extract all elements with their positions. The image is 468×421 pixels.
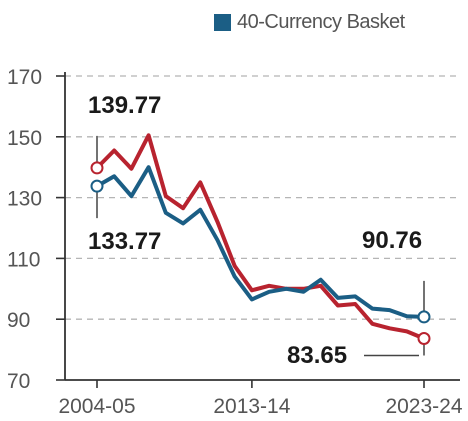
- series-line-0: [95, 165, 426, 319]
- y-tick-label: 70: [7, 370, 30, 393]
- legend-label: 40-Currency Basket: [237, 11, 405, 33]
- annotation-label: 139.77: [88, 92, 161, 119]
- endpoint-marker: [90, 179, 104, 193]
- y-tick-label: 170: [7, 66, 42, 89]
- annotation-label: 133.77: [88, 228, 161, 255]
- y-tick-label: 110: [7, 248, 40, 271]
- legend-swatch: [214, 14, 231, 31]
- annotation-label: 83.65: [287, 342, 347, 369]
- endpoint-marker: [417, 310, 431, 324]
- x-tick-label: 2013-14: [213, 395, 290, 418]
- series-line-1: [95, 133, 426, 341]
- y-tick-label: 150: [7, 127, 42, 150]
- x-tick-label: 2004-05: [58, 395, 135, 418]
- y-tick-label: 90: [7, 309, 30, 332]
- annotation-label: 90.76: [362, 227, 422, 254]
- y-tick-label: 130: [7, 188, 42, 211]
- endpoint-marker: [417, 332, 431, 346]
- legend: 40-Currency Basket: [214, 11, 405, 34]
- endpoint-marker: [90, 161, 104, 175]
- x-tick-label: 2023-24: [385, 395, 462, 418]
